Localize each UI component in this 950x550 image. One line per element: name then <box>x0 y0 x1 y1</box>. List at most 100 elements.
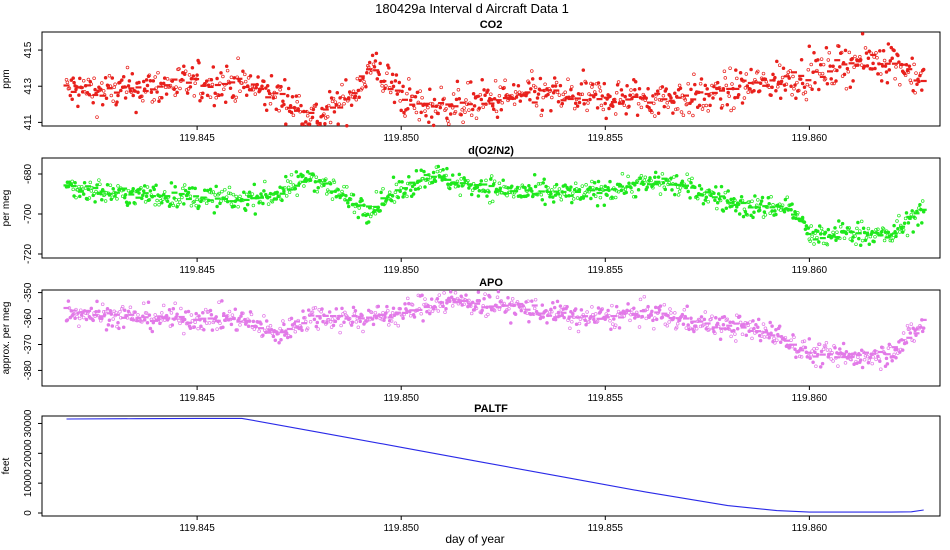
data-point <box>279 337 283 342</box>
data-point <box>186 190 191 195</box>
data-point <box>435 169 440 174</box>
data-point <box>664 87 668 91</box>
data-point <box>722 315 727 319</box>
data-point <box>232 204 237 209</box>
data-point <box>491 107 496 111</box>
data-point <box>774 88 778 93</box>
data-point <box>596 81 601 85</box>
data-point <box>401 316 405 321</box>
data-point <box>714 185 718 189</box>
data-point <box>758 338 763 343</box>
data-point <box>123 96 128 100</box>
data-point <box>661 180 666 185</box>
data-point <box>879 367 883 371</box>
data-point <box>532 89 537 94</box>
data-point <box>919 71 923 76</box>
data-point <box>469 304 473 308</box>
data-point <box>225 68 230 73</box>
data-point <box>665 323 669 328</box>
data-point <box>886 346 891 350</box>
data-point <box>497 94 502 98</box>
data-point <box>686 81 690 86</box>
data-point <box>771 203 775 207</box>
data-point <box>560 101 565 106</box>
data-point <box>818 63 823 67</box>
data-point <box>125 203 130 208</box>
data-point <box>128 305 133 310</box>
data-point <box>248 74 253 78</box>
data-point <box>884 356 889 361</box>
data-point <box>467 298 471 303</box>
data-point <box>103 309 108 314</box>
data-point <box>306 308 311 312</box>
data-point <box>182 72 187 77</box>
data-point <box>302 184 306 188</box>
data-point <box>866 226 871 231</box>
data-point <box>350 320 355 324</box>
data-point <box>109 93 114 98</box>
data-point <box>911 326 915 331</box>
data-point <box>439 85 443 90</box>
data-point <box>192 325 197 329</box>
panel-title: PALTF <box>474 403 508 415</box>
data-point <box>907 327 912 331</box>
data-point <box>587 189 591 194</box>
data-point <box>570 319 574 324</box>
data-point <box>131 187 135 191</box>
data-point <box>577 100 582 105</box>
data-point <box>219 199 223 203</box>
data-point <box>530 299 534 303</box>
data-point <box>410 303 415 307</box>
data-point <box>541 95 545 100</box>
data-point <box>644 316 648 321</box>
data-point <box>623 94 627 99</box>
data-point <box>489 177 493 181</box>
data-point <box>842 352 847 357</box>
data-point <box>756 317 761 322</box>
data-point <box>853 54 857 59</box>
data-point <box>405 91 409 96</box>
data-point <box>715 206 719 211</box>
data-point <box>505 193 509 198</box>
data-point <box>209 190 214 195</box>
data-point <box>354 97 359 102</box>
data-point <box>717 317 722 321</box>
data-point <box>583 318 587 323</box>
data-point <box>393 79 398 83</box>
data-point <box>843 361 848 365</box>
data-point <box>876 72 880 76</box>
data-point <box>349 103 354 108</box>
data-point <box>495 115 500 120</box>
data-point <box>77 93 81 97</box>
data-point <box>640 314 645 319</box>
data-point <box>561 92 566 97</box>
data-point <box>768 211 772 215</box>
data-point <box>853 351 857 355</box>
data-point <box>245 202 250 207</box>
data-point <box>599 184 604 189</box>
data-point <box>406 181 410 186</box>
data-point <box>113 194 117 198</box>
data-point <box>417 118 422 122</box>
data-point <box>799 58 804 62</box>
data-point <box>661 94 666 98</box>
data-point <box>890 358 894 363</box>
data-point <box>675 185 680 189</box>
data-point <box>612 317 616 321</box>
y-tick-label: -700 <box>23 204 34 224</box>
data-point <box>759 199 764 203</box>
data-point <box>812 50 816 55</box>
data-point <box>517 186 522 190</box>
data-point <box>639 174 644 178</box>
data-point <box>730 204 734 208</box>
data-point <box>133 310 137 314</box>
data-point <box>204 79 209 83</box>
data-point <box>885 362 890 366</box>
x-tick-label: 119.845 <box>179 393 215 404</box>
data-point <box>311 107 316 112</box>
data-point <box>723 190 728 195</box>
data-point <box>814 364 818 369</box>
data-point <box>854 242 858 246</box>
data-point <box>833 346 837 350</box>
data-point <box>873 66 877 71</box>
